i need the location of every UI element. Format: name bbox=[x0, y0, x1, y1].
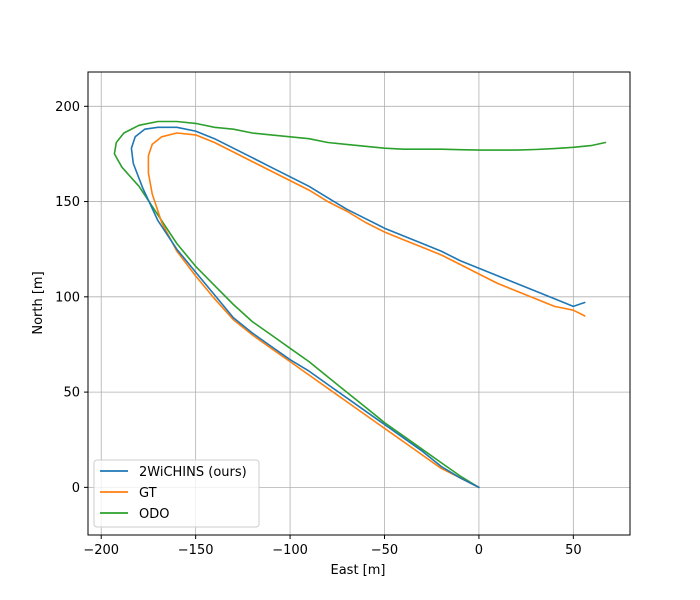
x-tick-label: 0 bbox=[475, 543, 483, 558]
series-line-2wichins-ours bbox=[130, 126, 586, 489]
x-axis-label: East [m] bbox=[331, 563, 386, 578]
y-tick-label: 200 bbox=[55, 100, 80, 115]
y-tick-label: 50 bbox=[63, 386, 80, 401]
series-line-gt bbox=[147, 132, 586, 489]
legend: 2WiCHINS (ours) GT ODO bbox=[93, 459, 260, 528]
grid bbox=[88, 72, 630, 535]
legend-label: 2WiCHINS (ours) bbox=[139, 465, 247, 480]
series-lines bbox=[113, 120, 607, 489]
x-tick-label: −50 bbox=[371, 543, 398, 558]
x-tick-label: −100 bbox=[272, 543, 308, 558]
legend-box bbox=[93, 459, 260, 528]
legend-label: ODO bbox=[139, 507, 169, 522]
y-tick-label: 0 bbox=[72, 481, 80, 496]
y-axis-ticks: 0 50 100 150 200 bbox=[55, 100, 88, 496]
legend-label: GT bbox=[139, 486, 157, 501]
y-tick-label: 100 bbox=[55, 290, 80, 305]
plot-frame bbox=[87, 71, 631, 536]
x-tick-label: −200 bbox=[83, 543, 119, 558]
x-tick-label: −150 bbox=[178, 543, 214, 558]
x-axis-ticks: −200 −150 −100 −50 0 50 bbox=[83, 535, 582, 558]
x-tick-label: 50 bbox=[565, 543, 582, 558]
y-tick-label: 150 bbox=[55, 195, 80, 210]
series-line-odo bbox=[113, 120, 607, 489]
y-axis-label: North [m] bbox=[31, 271, 46, 334]
